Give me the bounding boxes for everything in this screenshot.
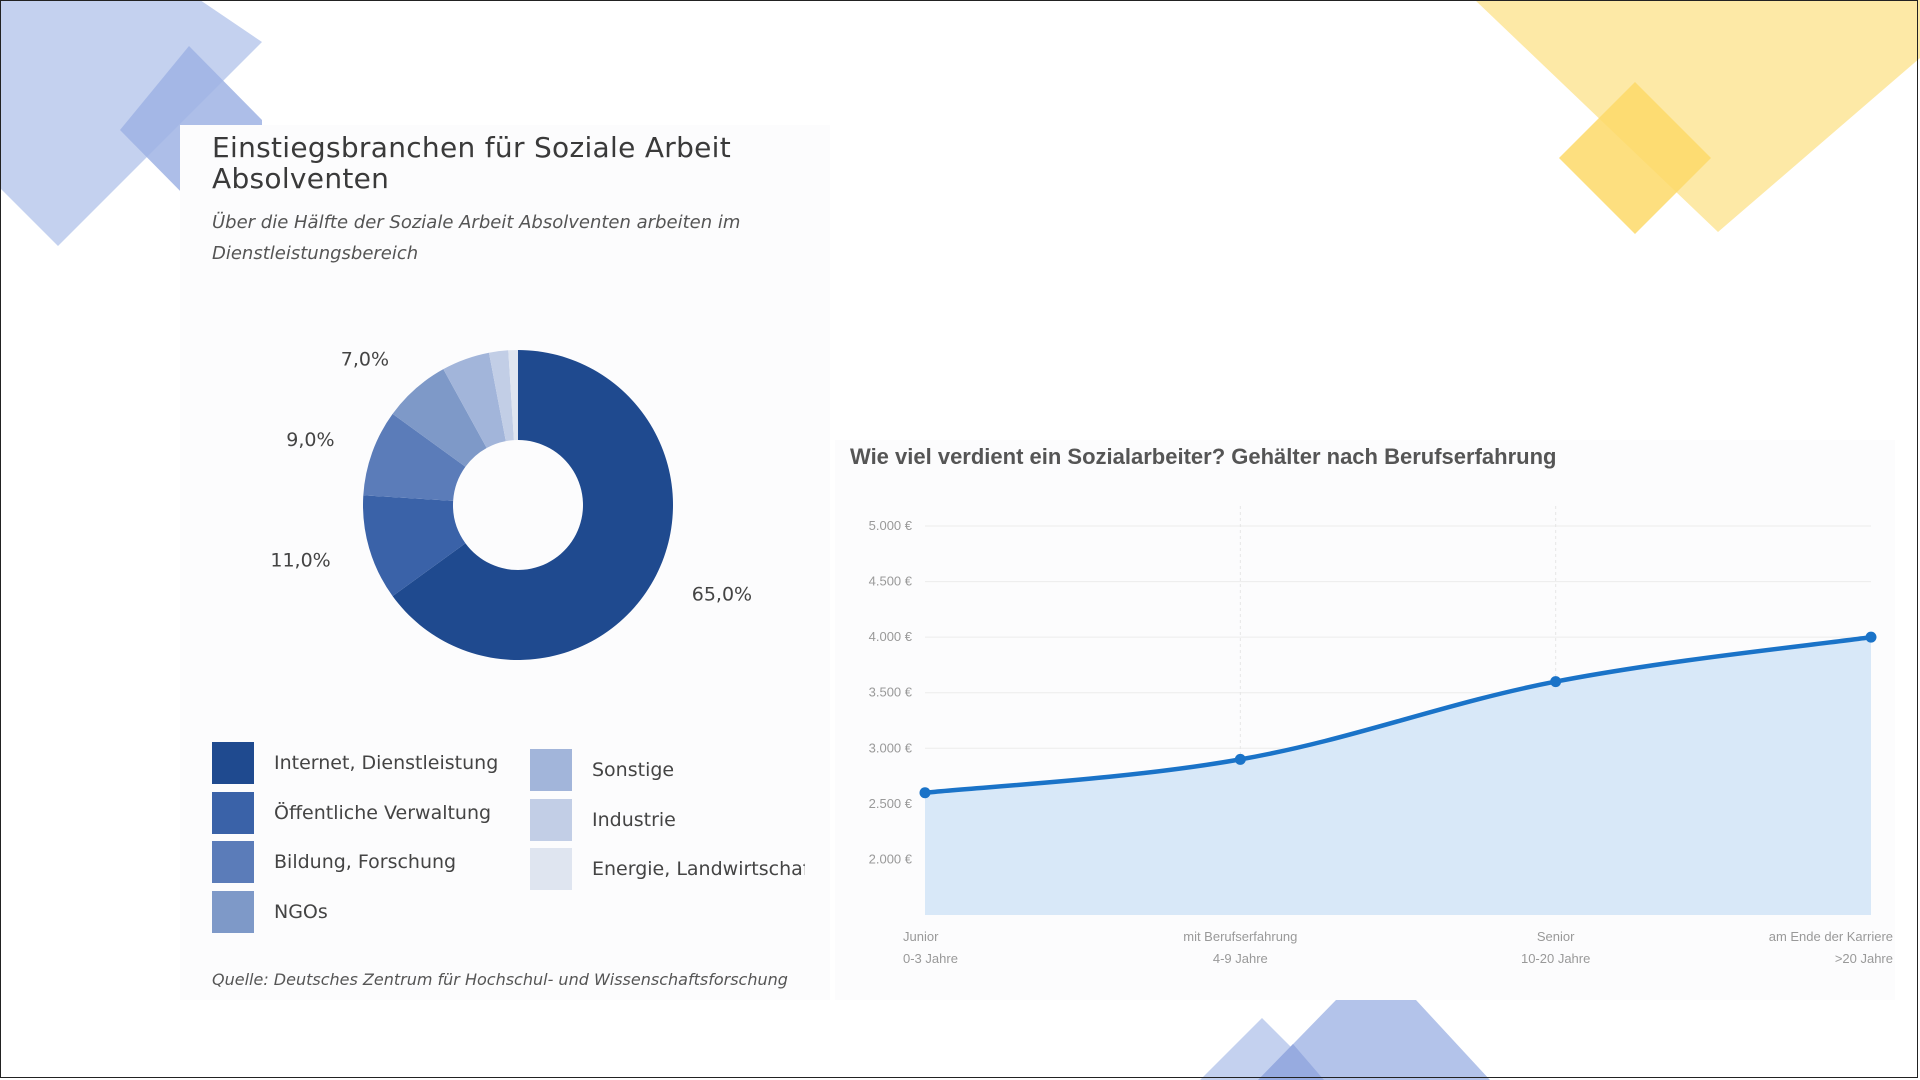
legend-swatch (530, 848, 572, 891)
legend-label: Sonstige (592, 759, 675, 781)
x-tick-label: Senior (1537, 929, 1575, 944)
line-chart-title: Wie viel verdient ein Sozialarbeiter? Ge… (850, 444, 1557, 469)
donut-slice-6 (508, 350, 518, 441)
deco-yellow-diamond-small (1559, 82, 1711, 234)
legend-label: Industrie (592, 808, 676, 831)
x-tick-label: am Ende der Karriere (1769, 929, 1893, 944)
donut-chart-title: Einstiegsbranchen für Soziale Arbeit Abs… (212, 131, 732, 195)
y-tick-label: 4.000 € (869, 629, 913, 644)
salary-area-fill (925, 637, 1871, 915)
legend-label: Bildung, Forschung (274, 851, 457, 874)
salary-line (922, 634, 1874, 795)
donut-slice-5 (488, 350, 514, 442)
x-tick-label: Junior (903, 929, 939, 944)
y-tick-label: 5.000 € (869, 518, 913, 533)
x-tick-label: mit Berufserfahrung (1183, 929, 1297, 944)
donut-label-3: 7,0% (341, 349, 389, 371)
x-tick-sublabel: 0-3 Jahre (903, 951, 958, 966)
legend-item: Bildung, Forschung (212, 841, 457, 884)
legend-item: Öffentliche Verwaltung (212, 791, 492, 834)
legend-swatch (530, 749, 572, 791)
salary-point-0 (919, 787, 931, 799)
deco-blue-overlap-bottom (1258, 1044, 1324, 1080)
salary-point-1 (1234, 753, 1246, 765)
legend-label: Internet, Dienstleistung (274, 752, 499, 774)
legend-swatch (530, 798, 572, 841)
y-tick-label: 3.000 € (869, 740, 913, 755)
deco-blue-trapezoid-bottom (1258, 1000, 1490, 1080)
donut-chart-subtitle: Über die Hälfte der Soziale Arbeit Absol… (212, 212, 741, 264)
x-tick-sublabel: 10-20 Jahre (1521, 951, 1590, 966)
donut-slice-0 (392, 349, 674, 660)
legend-swatch (212, 742, 254, 784)
salary-point-3 (1865, 631, 1877, 643)
x-tick-sublabel: 4-9 Jahre (1213, 951, 1268, 966)
legend-label: Energie, Landwirtschaft (592, 858, 805, 881)
donut-chart-card (180, 125, 830, 1000)
chart-source-note: Quelle: Deutsches Zentrum für Hochschul-… (212, 970, 788, 989)
deco-yellow-diamond-large (1475, 0, 1920, 232)
salary-point-2 (1550, 676, 1562, 688)
y-tick-label: 3.500 € (869, 685, 913, 700)
donut-slice-4 (443, 352, 506, 449)
legend-swatch (212, 791, 254, 834)
y-tick-label: 2.000 € (869, 851, 913, 866)
legend-swatch (212, 841, 254, 884)
donut-slice-2 (363, 413, 466, 501)
donut-slice-3 (392, 369, 487, 467)
x-tick-sublabel: >20 Jahre (1835, 951, 1893, 966)
legend-label: NGOs (274, 901, 328, 924)
y-tick-label: 2.500 € (869, 796, 913, 811)
donut-label-0: 65,0% (692, 584, 752, 606)
legend-item: NGOs (212, 891, 328, 934)
donut-slice-1 (363, 495, 466, 597)
legend-label: Öffentliche Verwaltung (274, 801, 492, 824)
legend-item: Energie, Landwirtschaft (530, 848, 805, 891)
legend-swatch (212, 891, 254, 934)
donut-label-1: 11,0% (270, 549, 330, 571)
donut-label-2: 9,0% (286, 429, 334, 451)
y-tick-label: 4.500 € (869, 574, 913, 589)
legend-item: Internet, Dienstleistung (212, 742, 498, 784)
legend-item: Sonstige (530, 749, 805, 791)
legend-item: Industrie (530, 798, 805, 841)
